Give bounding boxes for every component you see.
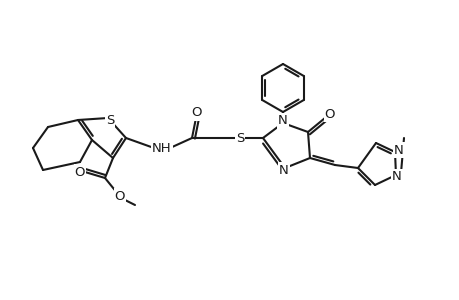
Text: O: O [191,106,202,119]
Text: S: S [235,131,244,145]
Text: N: N [278,115,287,128]
Text: O: O [324,107,335,121]
Text: S: S [106,113,114,127]
Text: N: N [391,170,401,184]
Text: N: N [393,143,403,157]
Text: N: N [279,164,288,176]
Text: O: O [74,166,85,178]
Text: NH: NH [152,142,172,154]
Text: O: O [114,190,125,202]
